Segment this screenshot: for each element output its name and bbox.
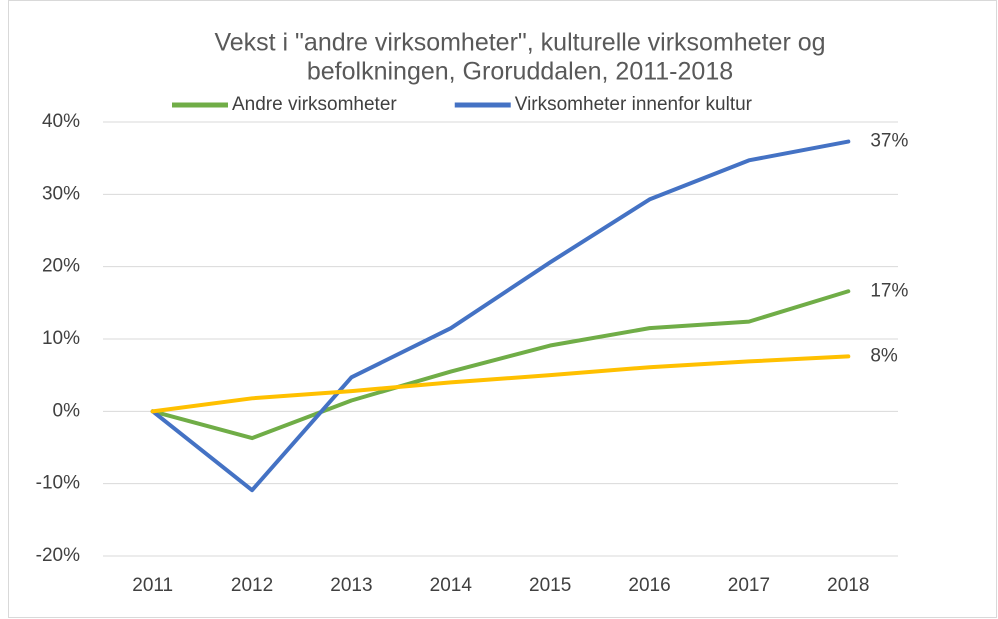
x-tick-label: 2017 (728, 575, 770, 596)
data-label: 37% (870, 131, 908, 152)
x-tick-label: 2014 (430, 575, 473, 596)
y-tick-label: 20% (42, 256, 80, 277)
series-line (150, 289, 851, 441)
x-tick-label: 2018 (827, 575, 869, 596)
x-tick-label: 2011 (132, 575, 173, 596)
y-tick-label: 30% (42, 183, 80, 204)
legend-label: Andre virksomheter (232, 94, 397, 115)
y-tick-label: 10% (42, 328, 80, 349)
data-label: 8% (870, 345, 898, 366)
y-tick-label: -20% (36, 545, 80, 566)
x-tick-label: 2013 (330, 575, 372, 596)
x-tick-label: 2015 (529, 575, 571, 596)
chart-frame (8, 0, 997, 618)
x-tick-label: 2012 (231, 575, 273, 596)
chart-title: Vekst i "andre virksomheter", kulturelle… (214, 29, 825, 57)
series-line (150, 354, 851, 414)
legend-label: Virksomheter innenfor kultur (515, 94, 753, 115)
y-tick-label: -10% (36, 473, 80, 494)
chart-title: befolkningen, Groruddalen, 2011-2018 (307, 58, 733, 86)
data-label: 17% (870, 280, 908, 301)
y-tick-label: 40% (42, 111, 80, 132)
series-line (150, 139, 851, 493)
y-tick-label: 0% (53, 400, 81, 421)
x-tick-label: 2016 (628, 575, 670, 596)
